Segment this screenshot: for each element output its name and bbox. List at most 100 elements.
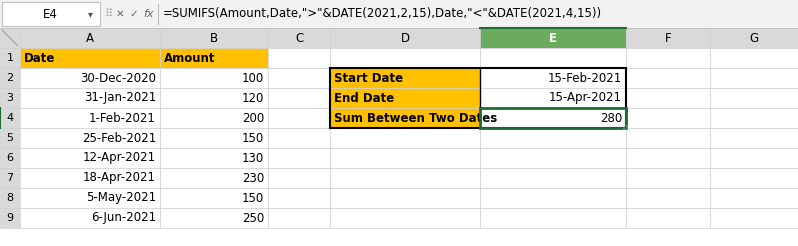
Bar [626, 148, 710, 168]
Bar [480, 208, 626, 228]
Text: ⠿: ⠿ [104, 9, 112, 19]
Text: 200: 200 [242, 111, 264, 124]
Text: End Date: End Date [334, 92, 394, 105]
Text: fx: fx [143, 9, 153, 19]
Bar [330, 68, 480, 88]
Bar [626, 68, 710, 88]
Bar [268, 68, 330, 88]
Text: 31-Jan-2021: 31-Jan-2021 [84, 92, 156, 105]
Text: E: E [549, 31, 557, 45]
Bar [20, 108, 160, 128]
Bar [710, 108, 798, 128]
Bar [480, 88, 626, 108]
Bar [330, 68, 626, 128]
Text: 30-Dec-2020: 30-Dec-2020 [80, 72, 156, 84]
Bar [20, 148, 160, 168]
Bar [160, 68, 268, 88]
Bar [480, 48, 626, 68]
Text: 25-Feb-2021: 25-Feb-2021 [81, 132, 156, 144]
Bar [330, 88, 480, 108]
Text: ▾: ▾ [88, 9, 93, 19]
Bar [0, 68, 20, 88]
Bar [160, 108, 268, 128]
Bar [20, 48, 160, 68]
Text: 18-Apr-2021: 18-Apr-2021 [83, 171, 156, 184]
Text: 4: 4 [6, 113, 14, 123]
Text: 100: 100 [242, 72, 264, 84]
Bar [0, 188, 20, 208]
Bar [0, 168, 20, 188]
Bar [20, 208, 160, 228]
Text: Date: Date [24, 51, 55, 64]
Bar [2, 2, 100, 26]
Text: 15-Apr-2021: 15-Apr-2021 [549, 92, 622, 105]
Bar [0, 88, 20, 108]
Text: 5: 5 [6, 133, 14, 143]
Bar [710, 68, 798, 88]
Bar [268, 88, 330, 108]
Bar [160, 148, 268, 168]
Bar [710, 188, 798, 208]
Bar [160, 28, 268, 48]
Bar [0, 108, 20, 128]
Bar [710, 28, 798, 48]
Bar [268, 48, 330, 68]
Bar [20, 88, 160, 108]
Bar [330, 48, 480, 68]
Text: F: F [665, 31, 671, 45]
Bar [160, 188, 268, 208]
Text: ✕: ✕ [116, 9, 124, 19]
Text: 15-Feb-2021: 15-Feb-2021 [547, 72, 622, 84]
Bar [626, 28, 710, 48]
Bar [626, 88, 710, 108]
Bar [480, 28, 626, 48]
Bar [626, 188, 710, 208]
Bar [330, 168, 480, 188]
Bar [710, 128, 798, 148]
Text: Start Date: Start Date [334, 72, 403, 84]
Bar [268, 148, 330, 168]
Text: 7: 7 [6, 173, 14, 183]
Bar [20, 68, 160, 88]
Bar [268, 188, 330, 208]
Bar [160, 128, 268, 148]
Text: 6: 6 [6, 153, 14, 163]
Bar [330, 148, 480, 168]
Text: 6-Jun-2021: 6-Jun-2021 [91, 212, 156, 225]
Text: 12-Apr-2021: 12-Apr-2021 [83, 152, 156, 165]
Text: A: A [86, 31, 94, 45]
Text: 5-May-2021: 5-May-2021 [86, 191, 156, 204]
Bar [330, 108, 480, 128]
Bar [20, 28, 160, 48]
Text: 150: 150 [242, 132, 264, 144]
Bar [160, 208, 268, 228]
Bar [330, 28, 480, 48]
Bar [0, 208, 20, 228]
Bar [710, 168, 798, 188]
Bar [20, 128, 160, 148]
Text: 8: 8 [6, 193, 14, 203]
Bar [330, 128, 480, 148]
Bar [710, 88, 798, 108]
Bar [160, 168, 268, 188]
Text: E4: E4 [42, 7, 57, 20]
Bar [0, 0, 798, 28]
Text: 9: 9 [6, 213, 14, 223]
Bar [480, 168, 626, 188]
Bar [20, 168, 160, 188]
Bar [626, 168, 710, 188]
Bar [710, 148, 798, 168]
Bar [480, 128, 626, 148]
Bar [20, 188, 160, 208]
Text: ✓: ✓ [129, 9, 138, 19]
Bar [268, 108, 330, 128]
Bar [626, 48, 710, 68]
Text: 120: 120 [242, 92, 264, 105]
Text: 230: 230 [242, 171, 264, 184]
Text: 150: 150 [242, 191, 264, 204]
Bar [480, 108, 626, 128]
Text: 250: 250 [242, 212, 264, 225]
Bar [330, 188, 480, 208]
Bar [268, 28, 330, 48]
Text: 2: 2 [6, 73, 14, 83]
